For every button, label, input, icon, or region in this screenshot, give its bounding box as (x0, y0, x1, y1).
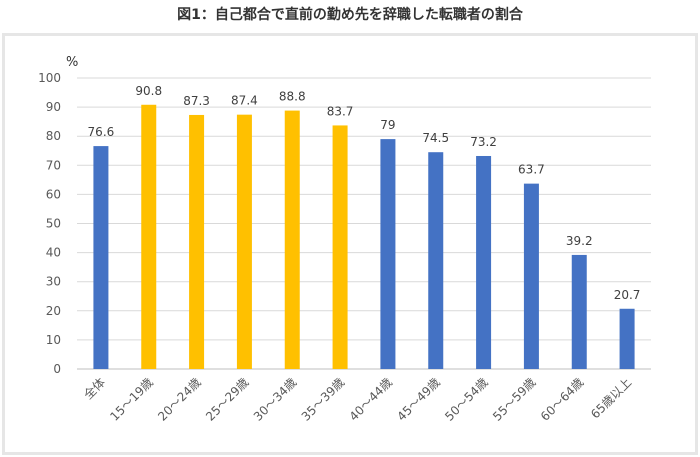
x-category-label: 55～59歳 (490, 375, 538, 423)
x-category-label: 50～54歳 (442, 375, 490, 423)
data-label: 73.2 (470, 135, 497, 149)
gridlines (77, 77, 651, 370)
bar (571, 254, 587, 369)
y-tick-label: 70 (46, 158, 61, 172)
bar (380, 139, 396, 369)
bar (236, 114, 252, 369)
data-label: 76.6 (88, 125, 115, 139)
x-category-label: 60～64歳 (538, 375, 586, 423)
y-axis-unit: % (66, 55, 78, 70)
y-tick-label: 10 (46, 333, 61, 347)
x-category-label: 40～44歳 (347, 375, 395, 423)
data-label: 88.8 (279, 90, 306, 104)
bar (619, 308, 635, 369)
figure-title: 図1：自己都合で直前の勤め先を辞職した転職者の割合 (177, 7, 523, 23)
x-category-label: 65歳以上 (588, 375, 634, 421)
x-axis-categories: 全体 15～19歳 20～24歳 25～29歳 30～34歳 35～39歳 40～44歳 45… (80, 375, 634, 424)
x-category-label: 25～29歳 (203, 375, 251, 423)
chart-panel: 0 10 20 30 40 50 60 70 80 90 100 % 76.6 90.8 87.3 87.… (2, 33, 698, 455)
bar (523, 183, 539, 369)
data-label: 87.3 (183, 94, 210, 108)
bar (93, 146, 109, 369)
bar (141, 104, 157, 369)
y-axis-ticks: 0 10 20 30 40 50 60 70 80 90 100 (38, 71, 61, 376)
x-category-label: 20～24歳 (155, 375, 203, 423)
data-label: 83.7 (327, 104, 354, 118)
y-tick-label: 100 (38, 71, 61, 85)
y-tick-label: 40 (46, 246, 61, 260)
y-tick-label: 80 (46, 129, 61, 143)
x-category-label: 全体 (80, 375, 108, 403)
bar-chart: 0 10 20 30 40 50 60 70 80 90 100 % 76.6 90.8 87.3 87.… (38, 55, 651, 424)
data-label: 74.5 (422, 131, 449, 145)
x-category-label: 45～49歳 (394, 375, 442, 423)
bar (428, 152, 444, 369)
data-label: 79 (380, 118, 395, 132)
y-tick-label: 20 (46, 304, 61, 318)
data-label: 87.4 (231, 94, 258, 108)
bars (93, 104, 635, 369)
y-tick-label: 60 (46, 187, 61, 201)
x-category-label: 30～34歳 (251, 375, 299, 423)
data-label: 63.7 (518, 163, 545, 177)
x-category-label: 15～19歳 (107, 375, 155, 423)
data-label: 39.2 (566, 234, 593, 248)
x-category-label: 35～39歳 (299, 375, 347, 423)
bar (284, 110, 300, 369)
bar (189, 114, 205, 369)
y-tick-label: 90 (46, 100, 61, 114)
data-label: 20.7 (614, 288, 641, 302)
y-tick-label: 0 (53, 362, 61, 376)
y-tick-label: 50 (46, 217, 61, 231)
data-label: 90.8 (135, 84, 162, 98)
bar (332, 125, 348, 369)
y-tick-label: 30 (46, 275, 61, 289)
bar (476, 155, 492, 369)
data-labels: 76.6 90.8 87.3 87.4 88.8 83.7 79 74.5 73.2 63.7 39… (88, 84, 641, 302)
